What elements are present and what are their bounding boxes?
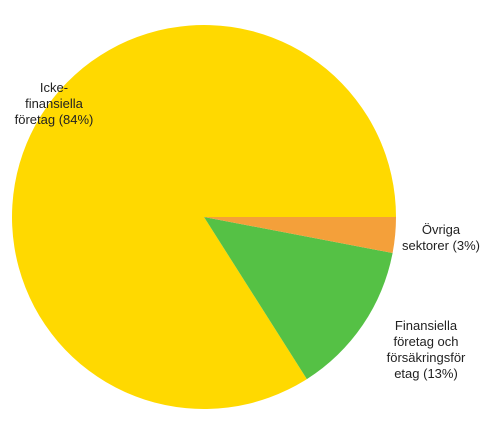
- slice-label-icke-finansiella: Icke- finansiella företag (84%): [14, 80, 94, 127]
- slice-label-finansiella: Finansiella företag och försäkringsför e…: [386, 318, 466, 381]
- slice-ovriga: [204, 217, 396, 253]
- slice-icke-finansiella: [12, 24, 396, 409]
- slice-finansiella: [204, 217, 393, 380]
- slice-label-ovriga: Övriga sektorer (3%): [401, 222, 481, 253]
